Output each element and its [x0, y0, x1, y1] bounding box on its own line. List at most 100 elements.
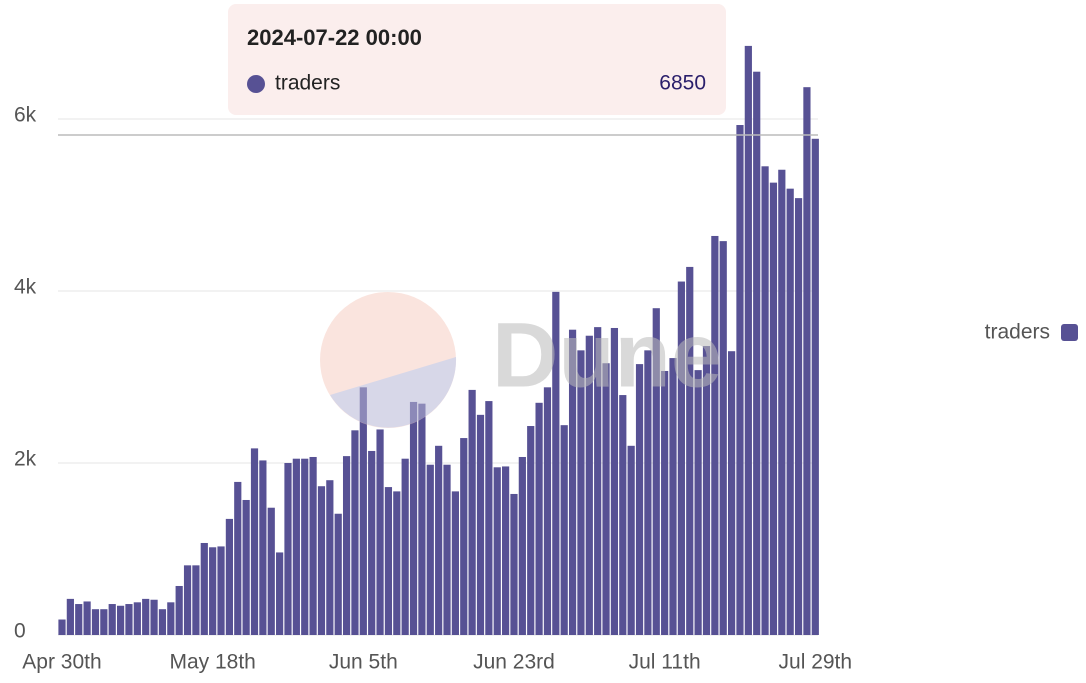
bar: [167, 602, 175, 635]
tooltip: 2024-07-22 00:00 traders 6850: [228, 4, 726, 115]
bar: [192, 565, 200, 635]
bar: [242, 499, 250, 635]
bar: [560, 425, 568, 635]
bar: [133, 602, 141, 635]
bar: [594, 327, 602, 635]
bar: [744, 45, 752, 635]
bar: [677, 281, 685, 635]
tooltip-box: [228, 4, 726, 115]
bar: [91, 609, 100, 635]
bar: [326, 480, 334, 635]
bar: [426, 464, 434, 635]
watermark-text: Dune: [492, 304, 722, 406]
watermark: Dune: [320, 292, 722, 428]
bar: [351, 430, 359, 635]
bar: [334, 513, 342, 635]
bar: [175, 585, 183, 635]
bar: [794, 198, 803, 635]
bar: [250, 448, 259, 635]
tooltip-title: 2024-07-22 00:00: [247, 25, 422, 50]
bar: [435, 445, 443, 635]
x-tick-label: Jul 11th: [629, 651, 701, 674]
bar: [267, 507, 275, 635]
bar: [811, 138, 819, 635]
bar: [75, 604, 83, 635]
bar: [384, 487, 393, 635]
y-tick-label: 6k: [14, 104, 37, 127]
bar: [116, 605, 125, 635]
bar: [728, 351, 736, 635]
bar: [627, 445, 635, 635]
y-tick-label: 2k: [14, 448, 37, 471]
bar: [225, 518, 233, 635]
bar: [694, 370, 702, 635]
bar: [401, 458, 409, 635]
bar: [125, 604, 133, 635]
bar: [443, 464, 451, 635]
bar: [585, 335, 593, 635]
x-tick-label: Jul 29th: [779, 651, 853, 674]
bar: [100, 609, 108, 635]
bar: [393, 491, 401, 635]
bar: [301, 458, 309, 635]
tooltip-swatch: [247, 75, 265, 93]
bar: [217, 546, 225, 635]
bar: [259, 460, 267, 635]
bar: [635, 364, 644, 635]
bar: [200, 542, 208, 635]
bar: [485, 401, 493, 635]
bar: [543, 387, 552, 635]
x-tick-label: Jun 23rd: [473, 651, 555, 674]
bar: [409, 401, 418, 635]
bar: [502, 466, 510, 635]
bar: [619, 395, 627, 635]
bar: [552, 291, 560, 635]
bar: [150, 599, 158, 635]
bar: [769, 182, 778, 635]
bar: [711, 235, 719, 635]
bar: [468, 389, 476, 635]
bar: [276, 552, 284, 635]
bar: [317, 486, 326, 635]
bar: [803, 87, 811, 636]
bar: [451, 491, 459, 635]
bar: [309, 456, 317, 635]
bar: [142, 598, 150, 635]
bar: [158, 609, 167, 635]
bar: [602, 363, 610, 635]
bars: [58, 45, 819, 636]
x-tick-label: Jun 5th: [329, 651, 398, 674]
bar: [376, 429, 384, 635]
legend-label: traders: [985, 321, 1050, 344]
bar: [368, 450, 376, 635]
x-tick-label: May 18th: [169, 651, 255, 674]
bar: [234, 481, 242, 635]
y-tick-label: 4k: [14, 276, 37, 299]
y-tick-label: 0: [14, 620, 26, 643]
bar: [778, 169, 786, 636]
bar: [736, 125, 744, 636]
bar: [493, 467, 501, 635]
bar: [183, 565, 192, 635]
bar: [209, 547, 217, 635]
bar: [510, 493, 518, 635]
bar: [460, 438, 468, 635]
bar: [66, 598, 74, 635]
bar: [359, 387, 367, 635]
bar: [518, 456, 526, 635]
bar: [535, 402, 543, 635]
bar: [58, 619, 66, 635]
bar: [661, 370, 669, 635]
bar: [83, 601, 91, 635]
tooltip-series: traders: [275, 72, 340, 95]
bar: [669, 358, 677, 635]
bar: [686, 266, 694, 635]
bar: [568, 329, 577, 635]
bar: [753, 71, 761, 635]
bar: [108, 604, 116, 635]
bar: [702, 346, 711, 635]
bar: [719, 241, 727, 635]
bar: [644, 350, 652, 635]
